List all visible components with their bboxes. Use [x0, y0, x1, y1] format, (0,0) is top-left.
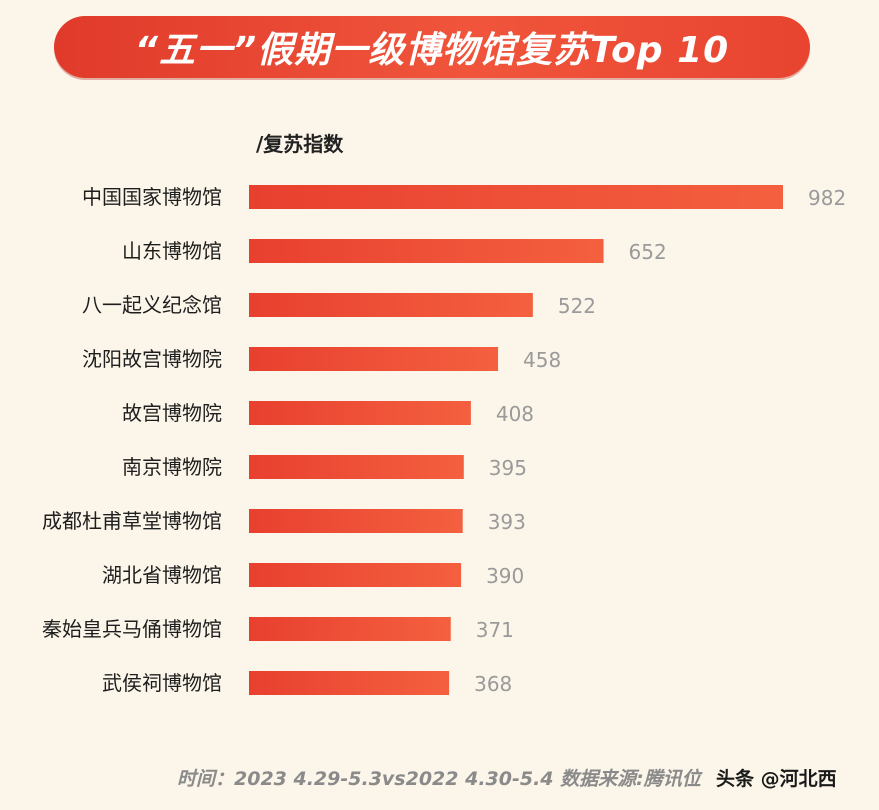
category-label: 湖北省博物馆 [102, 563, 222, 587]
bar [249, 563, 462, 587]
title-banner: “五一”假期一级博物馆复苏Top 10 [54, 16, 810, 78]
value-axis-label: /复苏指数 [256, 132, 344, 156]
bar [249, 185, 783, 209]
watermark: 头条 @河北西 [716, 764, 837, 791]
category-label: 秦始皇兵马俑博物馆 [42, 617, 222, 641]
bar [249, 671, 450, 695]
bar [249, 401, 471, 425]
value-label: 522 [558, 294, 596, 318]
chart-title: “五一”假期一级博物馆复苏Top 10 [134, 30, 730, 71]
value-label: 393 [488, 510, 526, 534]
category-label: 八一起义纪念馆 [82, 293, 222, 317]
bar [249, 617, 451, 641]
category-label: 中国国家博物馆 [82, 185, 222, 209]
value-label: 458 [523, 348, 561, 372]
category-label: 山东博物馆 [122, 239, 222, 263]
value-label: 652 [629, 240, 667, 264]
category-label: 成都杜甫草堂博物馆 [42, 509, 222, 533]
bar [249, 293, 533, 317]
value-label: 982 [808, 186, 846, 210]
category-label: 武侯祠博物馆 [102, 671, 222, 695]
value-label: 395 [489, 456, 527, 480]
value-label: 390 [486, 564, 524, 588]
bar [249, 455, 464, 479]
category-label: 沈阳故宫博物院 [82, 347, 222, 371]
value-label: 408 [496, 402, 534, 426]
category-label: 故宫博物院 [122, 401, 222, 425]
bar [249, 239, 604, 263]
value-label: 368 [474, 672, 512, 696]
bar [249, 509, 463, 533]
bar [249, 347, 499, 371]
bar-chart: 中国国家博物馆 982 山东博物馆 652 八一起义纪念馆 522 沈阳故宫博物院 458 故宫… [42, 185, 846, 696]
footer-note: 时间：2023 4.29-5.3vs2022 4.30-5.4 数据来源:腾讯位 [177, 768, 701, 790]
category-label: 南京博物院 [122, 455, 222, 479]
value-label: 371 [476, 618, 514, 642]
